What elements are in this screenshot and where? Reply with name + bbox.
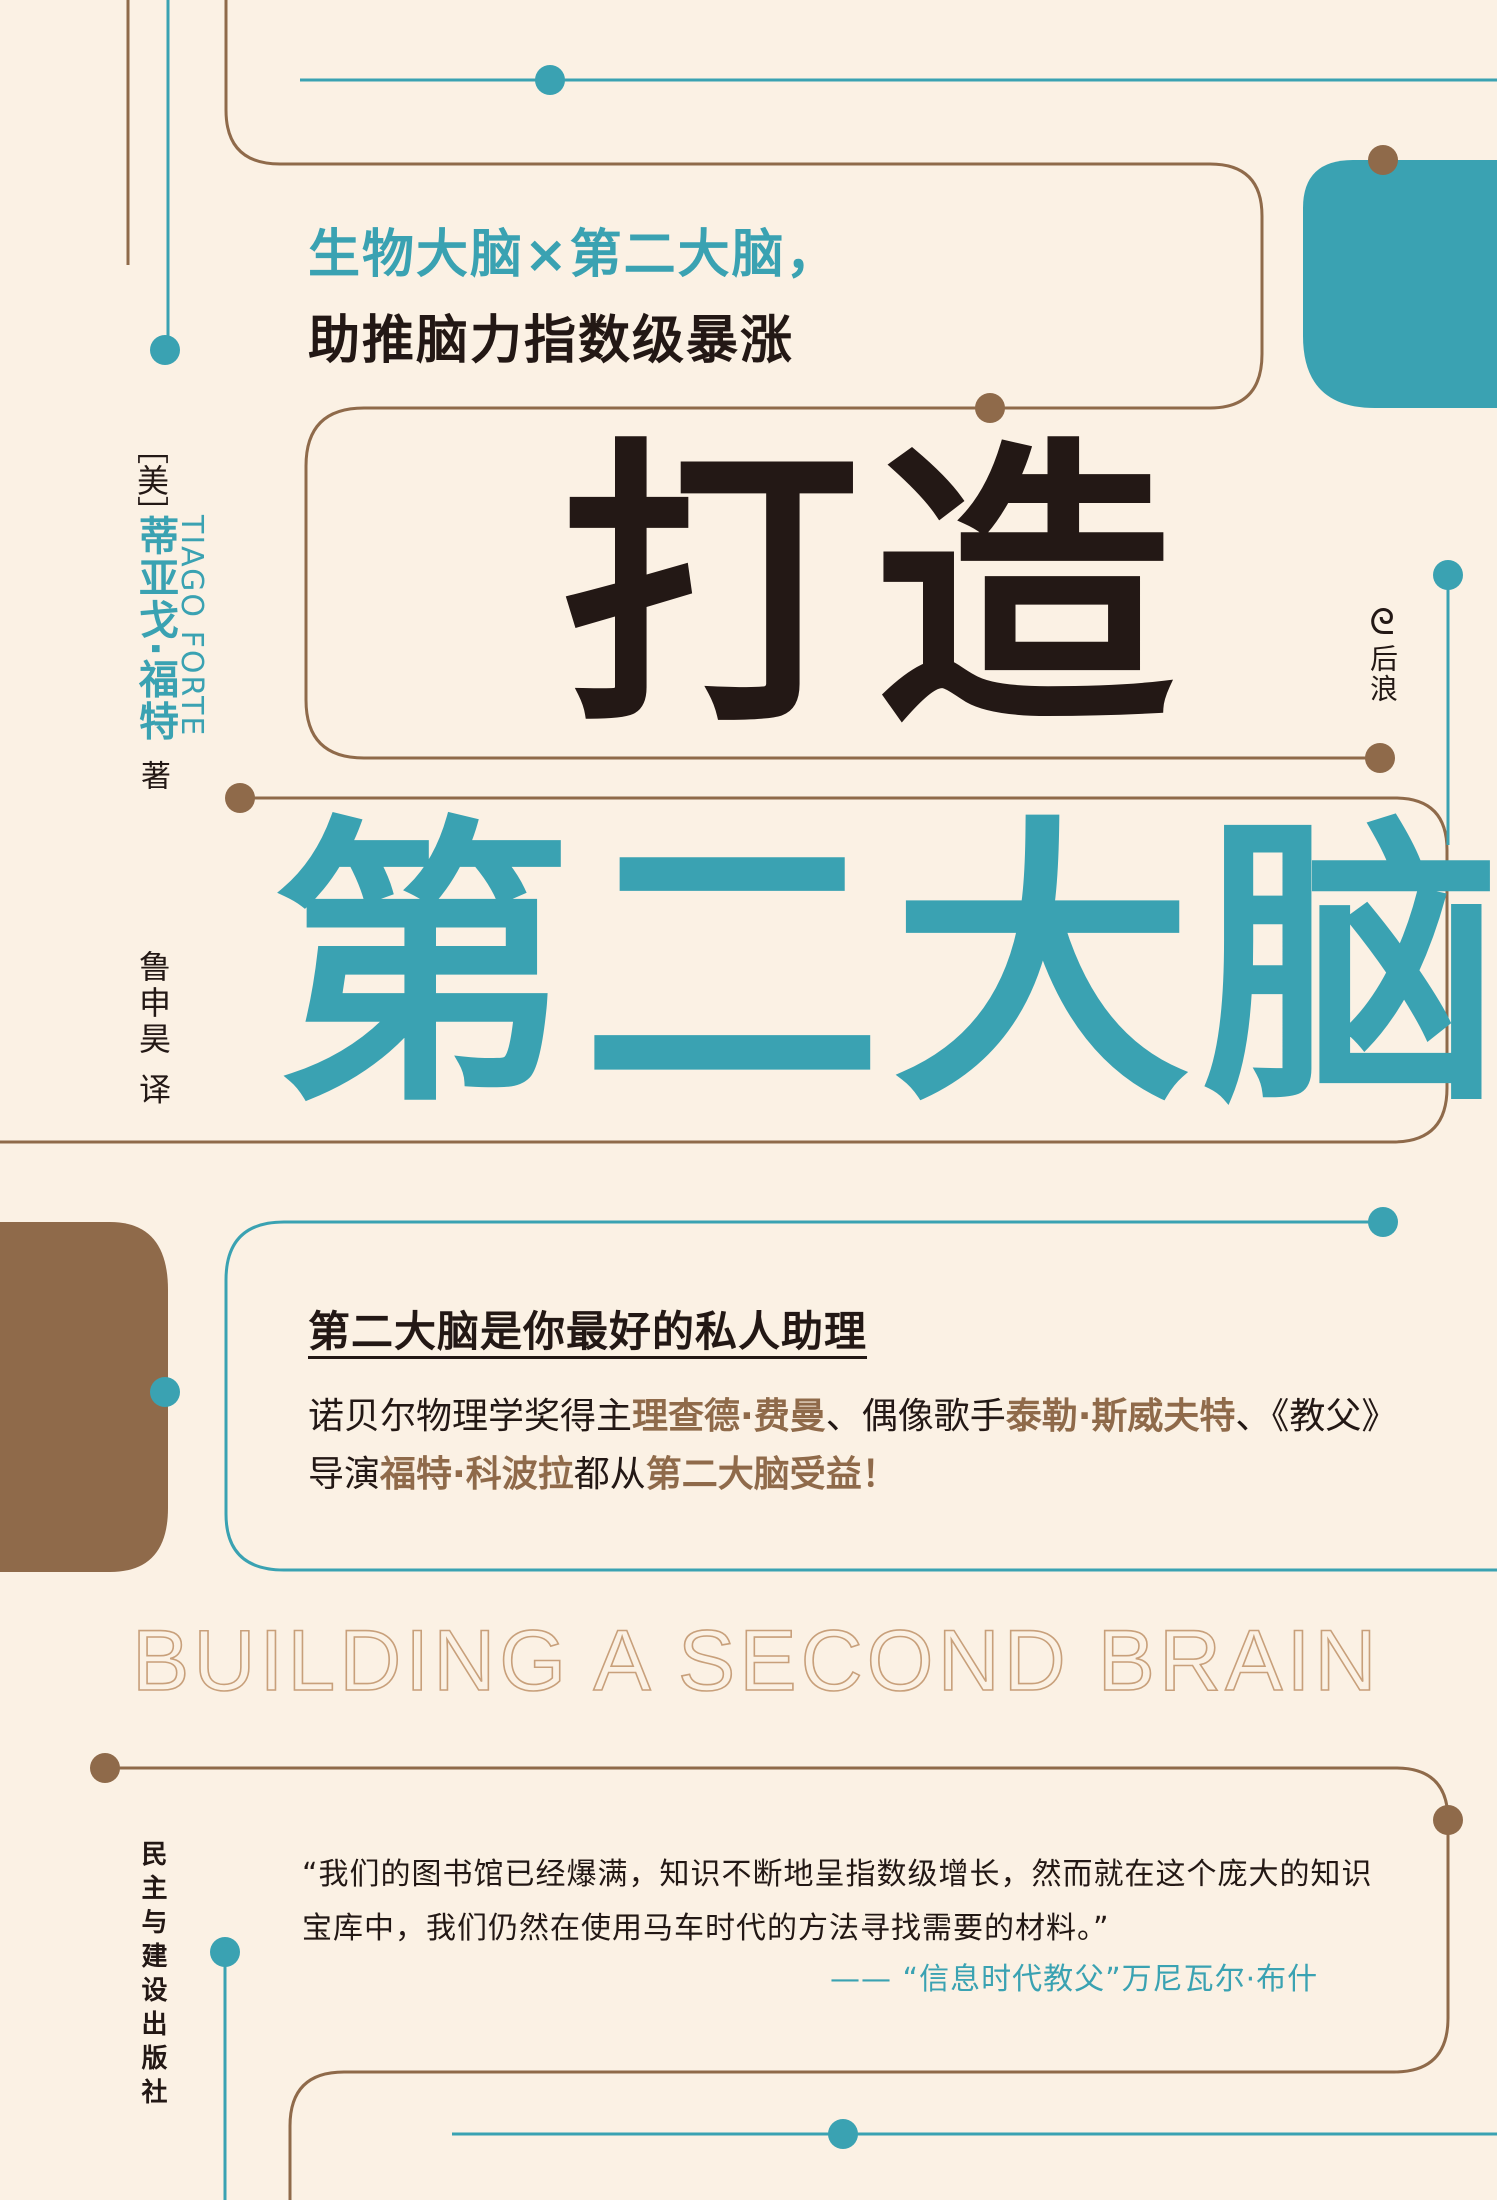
publisher-name: 民主与建设出版社 (137, 1840, 167, 2112)
dot (90, 1753, 120, 1783)
wave-icon: ᘓ (1369, 602, 1395, 643)
publisher-logo-text: 后浪 (1366, 644, 1399, 704)
tagline-line-2: 助推脑力指数级暴涨 (308, 311, 795, 371)
dot (210, 1937, 240, 1967)
dot (535, 65, 565, 95)
dot (828, 2119, 858, 2149)
dot (1433, 1805, 1463, 1835)
promo-segment: 诺贝尔物理学奖得主 (308, 1396, 633, 1437)
author-nationality: ［美］ (132, 432, 170, 528)
quote-attribution: —— “信息时代教父”万尼瓦尔·布什 (830, 1962, 1319, 1997)
author-name-english: TIAGO FORTE (174, 515, 209, 738)
dot (1433, 560, 1463, 590)
promo-segment: 、偶像歌手 (825, 1396, 1006, 1437)
brown-block (0, 1222, 168, 1572)
author-role: 著 (135, 760, 170, 790)
quote-text: “我们的图书馆已经爆满，知识不断地呈指数级增长，然而就在这个庞大的知识宝库中，我… (302, 1857, 1373, 1946)
dot (150, 335, 180, 365)
title-line-1: 打造 (560, 415, 1188, 764)
publisher-logo: ᘓ 后浪 (1360, 602, 1404, 708)
teal-block (1303, 160, 1497, 408)
dot (150, 1377, 180, 1407)
promo-body: 诺贝尔物理学奖得主理查德·费曼、偶像歌手泰勒·斯威夫特、《教父》导演福特·科波拉… (308, 1388, 1428, 1504)
promo-highlight: 泰勒·斯威夫特 (1005, 1396, 1236, 1437)
promo-headline: 第二大脑是你最好的私人助理 (308, 1307, 868, 1356)
title-line-2: 第二大脑 (272, 793, 1497, 1142)
dot (225, 783, 255, 813)
tagline: 生物大脑×第二大脑， 助推脑力指数级暴涨 (308, 212, 840, 384)
author-name: 蒂亚戈·福特 (132, 515, 178, 743)
promo-highlight: 理查德·费曼 (632, 1396, 826, 1437)
brown-quote-frame (105, 1766, 1450, 2200)
brown-top-frame (224, 0, 1264, 410)
promo-highlight: 第二大脑受益！ (645, 1454, 898, 1495)
promo-highlight: 福特·科波拉 (380, 1454, 574, 1495)
tagline-line-1: 生物大脑×第二大脑， (308, 225, 840, 285)
teal-promo-frame (224, 1220, 1497, 1572)
dot (975, 393, 1005, 423)
dot (1365, 743, 1395, 773)
english-title: BUILDING A SECOND BRAIN (131, 1612, 1381, 1710)
brown-middle-frame (304, 406, 1375, 760)
promo-segment: 都从 (573, 1454, 646, 1495)
dot (1368, 1207, 1398, 1237)
translator: 鲁申昊 译 (134, 950, 172, 1109)
brown-lower-frame (0, 796, 1449, 1144)
dot (1368, 145, 1398, 175)
promo-segment: 、《教父》导演 (308, 1396, 1398, 1495)
